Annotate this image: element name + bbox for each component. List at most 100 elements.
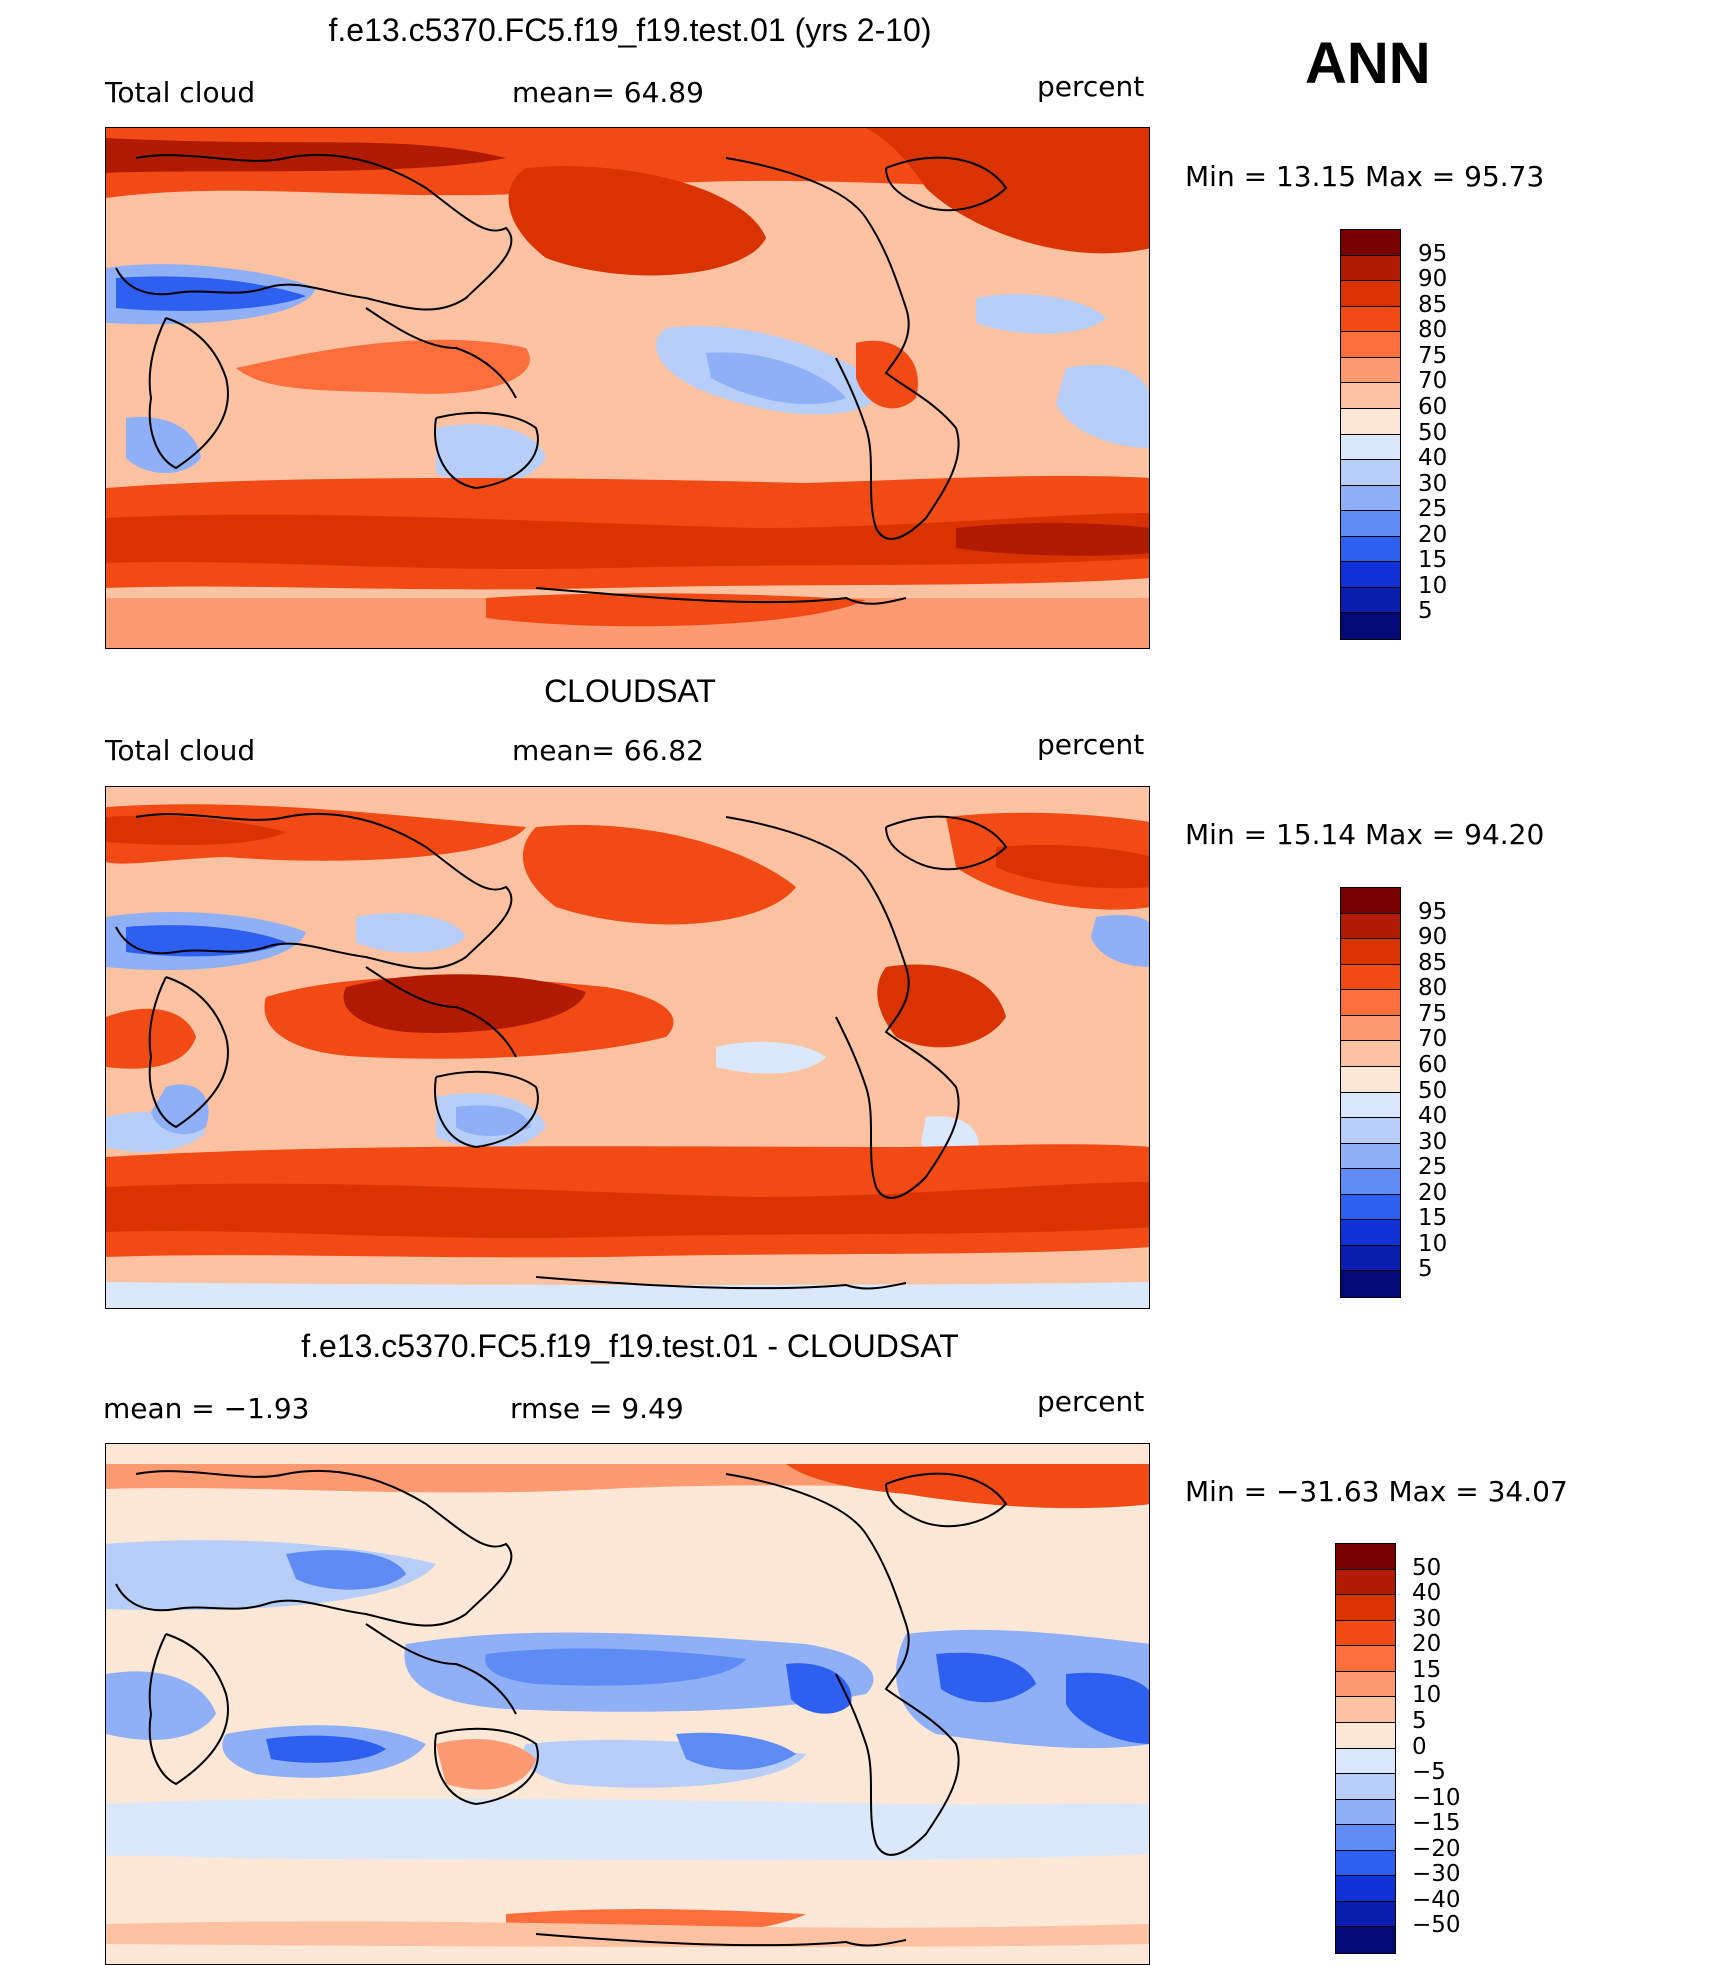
panel-1-mean-label: mean= 64.89 bbox=[512, 76, 704, 109]
panel-2-colorbar-swatch bbox=[1341, 990, 1400, 1016]
panel-2-colorbar-swatch bbox=[1341, 964, 1400, 991]
panel-3-colorbar-ticks: 50 40 30 20 15 10 5 0 −5 −10 −15 −20 −30 −40 −50 bbox=[1412, 1543, 1482, 1954]
panel-1-variable-label: Total cloud bbox=[105, 76, 256, 109]
panel-1-colorbar-tick-label: 5 bbox=[1418, 598, 1433, 625]
panel-2-colorbar-tick-label: 20 bbox=[1418, 1179, 1448, 1206]
panel-3-colorbar-tick-label: 20 bbox=[1412, 1631, 1442, 1658]
panel-3-colorbar-swatch bbox=[1336, 1595, 1395, 1621]
panel-2-colorbar-swatch bbox=[1341, 1169, 1400, 1195]
panel-2-map bbox=[105, 786, 1150, 1309]
panel-3-colorbar-tick-label: 15 bbox=[1412, 1656, 1442, 1683]
panel-1-colorbar-tick-label: 80 bbox=[1418, 317, 1448, 344]
panel-1-colorbar-tick-label: 20 bbox=[1418, 521, 1448, 548]
panel-2-colorbar-tick-label: 15 bbox=[1418, 1205, 1448, 1232]
panel-1-colorbar-tick-label: 15 bbox=[1418, 547, 1448, 574]
panel-2-colorbar-ticks: 95 90 85 80 75 70 60 50 40 30 25 20 15 10 5 bbox=[1418, 887, 1478, 1298]
panel-2-units-label: percent bbox=[1037, 728, 1145, 761]
panel-3-colorbar-swatch bbox=[1336, 1774, 1395, 1800]
panel-1-colorbar-swatch bbox=[1341, 230, 1400, 256]
panel-3-colorbar-swatch bbox=[1336, 1876, 1395, 1902]
panel-3-rmse-label: rmse = 9.49 bbox=[510, 1392, 684, 1425]
panel-2-colorbar-tick-label: 50 bbox=[1418, 1077, 1448, 1104]
panel-3-colorbar-swatch bbox=[1336, 1671, 1395, 1698]
panel-1-colorbar-tick-label: 90 bbox=[1418, 266, 1448, 293]
panel-1-colorbar-swatch bbox=[1341, 255, 1400, 282]
panel-1-colorbar-swatch bbox=[1341, 511, 1400, 537]
panel-1-colorbar-tick-label: 75 bbox=[1418, 342, 1448, 369]
panel-1-colorbar-tick-label: 60 bbox=[1418, 393, 1448, 420]
panel-1-contour-field bbox=[106, 128, 1149, 648]
panel-1-colorbar-swatch bbox=[1341, 332, 1400, 358]
panel-3-colorbar-swatch bbox=[1336, 1799, 1395, 1826]
panel-1-minmax: Min = 13.15 Max = 95.73 bbox=[1185, 160, 1545, 193]
panel-3-colorbar-tick-label: −30 bbox=[1412, 1861, 1461, 1888]
panel-1-units-label: percent bbox=[1037, 70, 1145, 103]
panel-2-colorbar-tick-label: 10 bbox=[1418, 1230, 1448, 1257]
panel-1-colorbar bbox=[1340, 229, 1401, 640]
panel-3-colorbar-tick-label: 30 bbox=[1412, 1605, 1442, 1632]
panel-3-colorbar-tick-label: −5 bbox=[1412, 1759, 1446, 1786]
panel-2-colorbar-swatch bbox=[1341, 1118, 1400, 1144]
panel-1-colorbar-swatch bbox=[1341, 562, 1400, 588]
panel-3-colorbar-tick-label: 0 bbox=[1412, 1733, 1427, 1760]
panel-1-colorbar-swatch bbox=[1341, 383, 1400, 409]
panel-3-colorbar-tick-label: −50 bbox=[1412, 1912, 1461, 1939]
panel-3-colorbar-swatch bbox=[1336, 1569, 1395, 1596]
panel-1-colorbar-swatch bbox=[1341, 357, 1400, 384]
panel-2-colorbar-swatch bbox=[1341, 939, 1400, 965]
panel-3-colorbar-swatch bbox=[1336, 1901, 1395, 1928]
panel-1-colorbar-swatch bbox=[1341, 485, 1400, 512]
panel-3-map bbox=[105, 1443, 1150, 1965]
panel-2-colorbar-tick-label: 5 bbox=[1418, 1256, 1433, 1283]
panel-2-colorbar-tick-label: 90 bbox=[1418, 924, 1448, 951]
panel-1-colorbar-swatch bbox=[1341, 281, 1400, 307]
panel-3-title: f.e13.c5370.FC5.f19_f19.test.01 - CLOUDS… bbox=[301, 1328, 959, 1364]
panel-1-colorbar-swatch bbox=[1341, 536, 1400, 563]
panel-1-colorbar-swatch bbox=[1341, 434, 1400, 461]
panel-2-colorbar-tick-label: 40 bbox=[1418, 1103, 1448, 1130]
panel-2-mean-label: mean= 66.82 bbox=[512, 734, 704, 767]
panel-2-colorbar-swatch bbox=[1341, 1015, 1400, 1042]
panel-3-colorbar-tick-label: −20 bbox=[1412, 1835, 1461, 1862]
panel-3-colorbar-tick-label: −40 bbox=[1412, 1886, 1461, 1913]
panel-3-colorbar-swatch bbox=[1336, 1620, 1395, 1647]
panel-1-colorbar-swatch bbox=[1341, 613, 1400, 639]
panel-3-colorbar-swatch bbox=[1336, 1722, 1395, 1749]
panel-3-colorbar-tick-label: 50 bbox=[1412, 1554, 1442, 1581]
panel-3-colorbar-swatch bbox=[1336, 1927, 1395, 1953]
panel-3-colorbar-swatch bbox=[1336, 1697, 1395, 1723]
panel-3-colorbar-swatch bbox=[1336, 1646, 1395, 1672]
season-label: ANN bbox=[1305, 31, 1431, 96]
panel-1-colorbar-tick-label: 70 bbox=[1418, 368, 1448, 395]
panel-1-colorbar-tick-label: 50 bbox=[1418, 419, 1448, 446]
panel-3-colorbar-swatch bbox=[1336, 1748, 1395, 1775]
panel-2-colorbar-tick-label: 80 bbox=[1418, 975, 1448, 1002]
panel-2-colorbar-swatch bbox=[1341, 1041, 1400, 1067]
panel-3-colorbar-tick-label: 5 bbox=[1412, 1707, 1427, 1734]
panel-1-colorbar-swatch bbox=[1341, 408, 1400, 435]
panel-2-colorbar-tick-label: 70 bbox=[1418, 1026, 1448, 1053]
panel-3-minmax: Min = −31.63 Max = 34.07 bbox=[1185, 1475, 1568, 1508]
panel-1-colorbar-tick-label: 85 bbox=[1418, 291, 1448, 318]
panel-1-title: f.e13.c5370.FC5.f19_f19.test.01 (yrs 2-1… bbox=[328, 12, 932, 48]
panel-2-colorbar-swatch bbox=[1341, 913, 1400, 940]
panel-2-variable-label: Total cloud bbox=[105, 734, 256, 767]
panel-2-colorbar-swatch bbox=[1341, 1271, 1400, 1297]
panel-1-colorbar-tick-label: 40 bbox=[1418, 445, 1448, 472]
panel-2-colorbar-tick-label: 25 bbox=[1418, 1154, 1448, 1181]
panel-2-minmax: Min = 15.14 Max = 94.20 bbox=[1185, 818, 1545, 851]
panel-3-colorbar-tick-label: −15 bbox=[1412, 1810, 1461, 1837]
panel-3-contour-field bbox=[106, 1444, 1149, 1964]
panel-1-colorbar-ticks: 95 90 85 80 75 70 60 50 40 30 25 20 15 10 5 bbox=[1418, 229, 1478, 640]
panel-3-colorbar-tick-label: −10 bbox=[1412, 1784, 1461, 1811]
panel-3-units-label: percent bbox=[1037, 1385, 1145, 1418]
panel-2-colorbar-swatch bbox=[1341, 1194, 1400, 1221]
panel-2-title: CLOUDSAT bbox=[544, 673, 716, 709]
panel-2-colorbar-tick-label: 60 bbox=[1418, 1051, 1448, 1078]
panel-2-colorbar bbox=[1340, 887, 1401, 1298]
panel-3-colorbar-swatch bbox=[1336, 1544, 1395, 1570]
panel-1-colorbar-swatch bbox=[1341, 460, 1400, 486]
panel-3-colorbar-swatch bbox=[1336, 1825, 1395, 1851]
panel-1-colorbar-swatch bbox=[1341, 306, 1400, 333]
panel-2-colorbar-swatch bbox=[1341, 1066, 1400, 1093]
